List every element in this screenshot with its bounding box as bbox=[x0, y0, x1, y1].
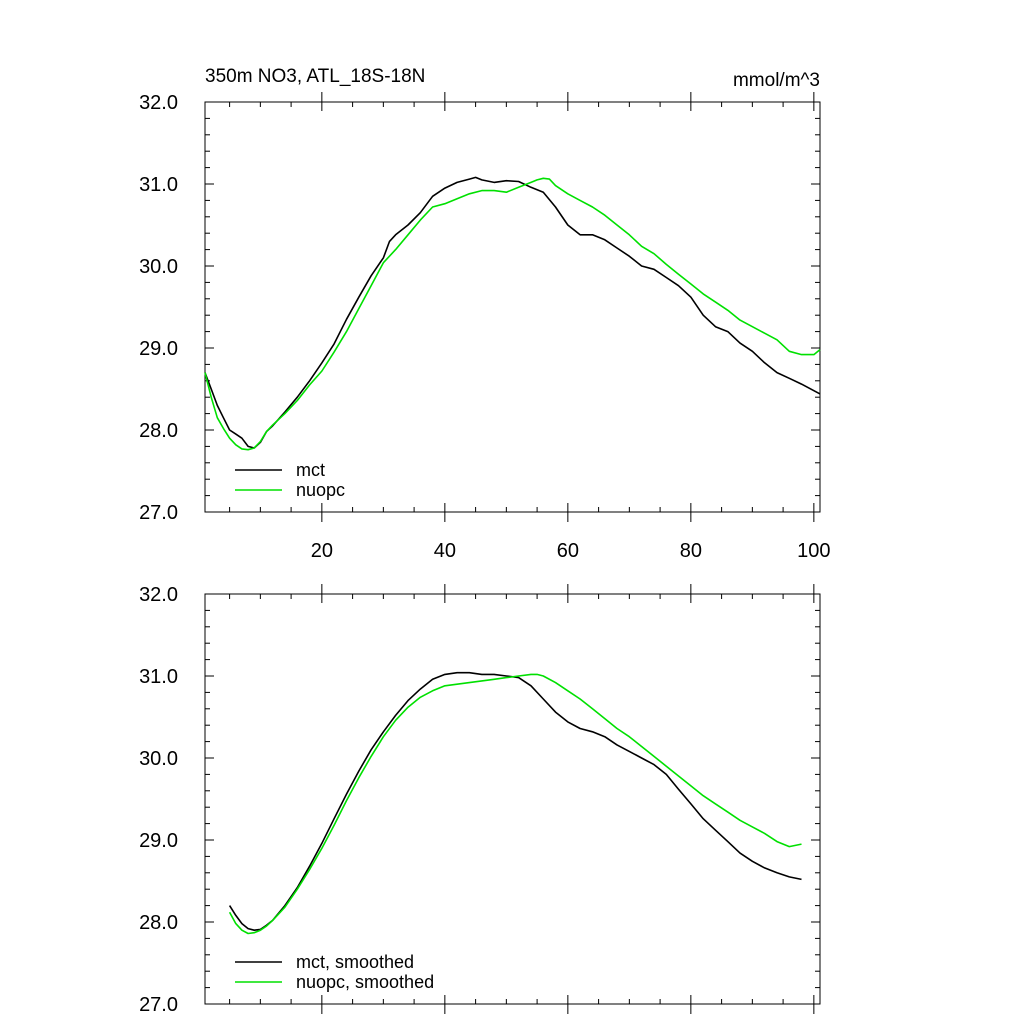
bottom-ytick-label: 29.0 bbox=[139, 830, 178, 852]
legend-label-nuopc-smoothed: nuopc, smoothed bbox=[296, 972, 434, 992]
series-line-nuopc-smoothed bbox=[228, 673, 802, 935]
top-ytick-label: 31.0 bbox=[139, 174, 178, 196]
bottom-ytick-label: 27.0 bbox=[139, 994, 178, 1016]
legend-label-nuopc: nuopc bbox=[296, 480, 345, 500]
series-line-mct-smoothed bbox=[228, 671, 802, 932]
bottom-ytick-label: 31.0 bbox=[139, 666, 178, 688]
top-legend: mct nuopc bbox=[235, 460, 345, 500]
series-line-nuopc bbox=[204, 177, 821, 451]
bottom-ytick-label: 28.0 bbox=[139, 912, 178, 934]
bottom-panel: 27.0 28.0 29.0 30.0 31.0 32.0 mct, smoothed n… bbox=[139, 584, 821, 1016]
bottom-series bbox=[228, 671, 802, 935]
top-xtick-label: 40 bbox=[434, 540, 456, 562]
legend-label-mct-smoothed: mct, smoothed bbox=[296, 952, 414, 972]
top-plot-frame bbox=[204, 101, 821, 513]
bottom-ytick-label: 32.0 bbox=[139, 584, 178, 606]
bottom-ytick-label: 30.0 bbox=[139, 748, 178, 770]
top-ytick-label: 27.0 bbox=[139, 502, 178, 524]
top-ytick-label: 32.0 bbox=[139, 92, 178, 114]
top-xtick-label: 60 bbox=[557, 540, 579, 562]
bottom-ticks: 27.0 28.0 29.0 30.0 31.0 32.0 bbox=[139, 584, 820, 1016]
top-xtick-label: 80 bbox=[680, 540, 702, 562]
series-line-mct bbox=[204, 176, 821, 449]
top-ytick-label: 29.0 bbox=[139, 338, 178, 360]
top-ytick-label: 30.0 bbox=[139, 256, 178, 278]
top-panel: 350m NO3, ATL_18S-18N mmol/m^3 27.028.02… bbox=[139, 66, 830, 562]
top-ticks: 27.0 28.0 29.0 30.0 31.0 32.0 20 40 60 80 100 bbox=[139, 92, 831, 562]
legend-label-mct: mct bbox=[296, 460, 325, 480]
top-ytick-label: 28.0 bbox=[139, 420, 178, 442]
top-series bbox=[204, 176, 821, 451]
top-chart-units: mmol/m^3 bbox=[733, 70, 820, 91]
bottom-legend: mct, smoothed nuopc, smoothed bbox=[235, 952, 434, 992]
top-chart-title: 350m NO3, ATL_18S-18N bbox=[205, 66, 425, 87]
top-xtick-label: 20 bbox=[311, 540, 333, 562]
bottom-plot-frame bbox=[204, 593, 821, 1005]
top-xtick-label: 100 bbox=[797, 540, 830, 562]
